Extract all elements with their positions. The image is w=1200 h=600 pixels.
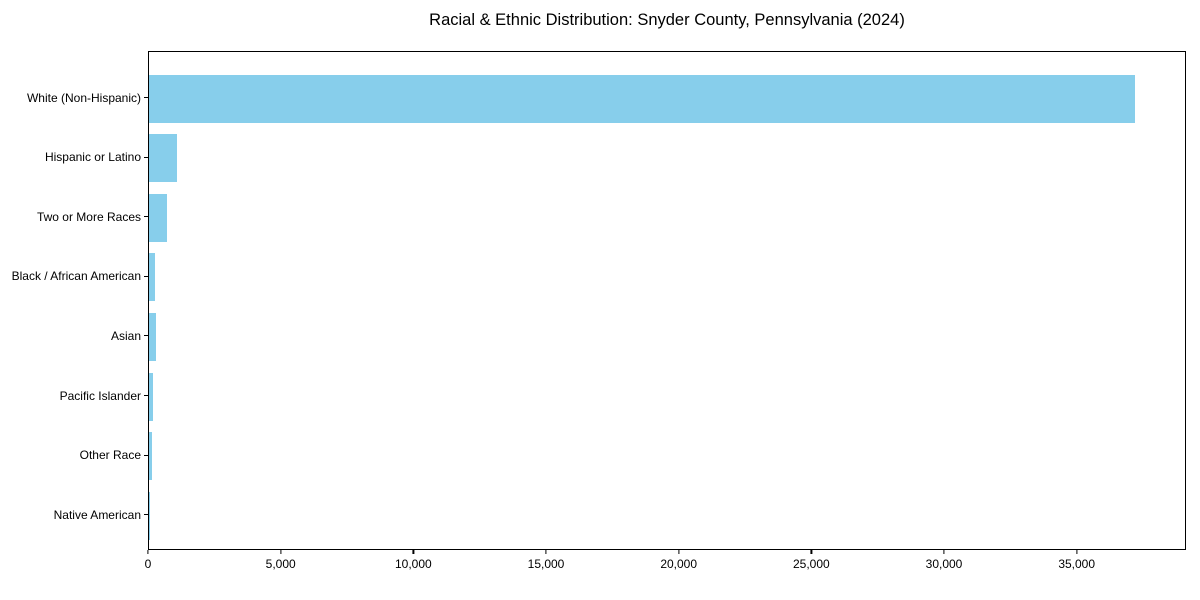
y-tick-mark bbox=[144, 156, 148, 158]
y-tick-mark bbox=[144, 394, 148, 397]
plot-area bbox=[148, 51, 1186, 550]
x-tick-label: 30,000 bbox=[925, 557, 963, 571]
x-tick-label: 35,000 bbox=[1058, 557, 1096, 571]
x-tick-label: 5,000 bbox=[265, 557, 296, 571]
y-tick-label: White (Non-Hispanic) bbox=[26, 90, 141, 105]
bar-white-non-hispanic bbox=[149, 74, 1136, 123]
x-tick-mark bbox=[280, 550, 282, 554]
y-tick-label: Black / African American bbox=[11, 269, 141, 284]
bar-native-american bbox=[149, 491, 150, 540]
x-tick-mark bbox=[810, 550, 812, 554]
y-tick-mark bbox=[144, 335, 148, 337]
bar-pacific-islander bbox=[149, 372, 154, 421]
x-tick-label: 0 bbox=[144, 557, 152, 571]
bar-two-or-more-races bbox=[149, 193, 168, 242]
x-tick-mark bbox=[545, 550, 547, 554]
y-axis: White (Non-Hispanic) Hispanic or Latino Tw… bbox=[0, 51, 148, 550]
bar-black-african-american bbox=[149, 253, 156, 302]
x-axis: 0 5,000 10,000 15,000 20,000 25,000 30,000 35,0… bbox=[144, 550, 1186, 580]
y-tick-label: Pacific Islander bbox=[59, 388, 141, 403]
y-tick-label: Asian bbox=[110, 328, 141, 343]
y-tick-mark bbox=[144, 96, 148, 99]
chart-title: Racial & Ethnic Distribution: Snyder Cou… bbox=[429, 11, 905, 29]
x-tick-label: 15,000 bbox=[527, 557, 565, 571]
bar-asian bbox=[149, 312, 157, 361]
x-tick-label: 10,000 bbox=[394, 557, 432, 571]
y-tick-mark bbox=[144, 216, 148, 218]
y-tick-label: Hispanic or Latino bbox=[44, 150, 141, 165]
y-tick-mark bbox=[144, 514, 148, 516]
x-tick-mark bbox=[147, 550, 149, 554]
bar-hispanic-or-latino bbox=[149, 134, 177, 183]
x-tick-mark bbox=[943, 550, 945, 554]
y-tick-label: Native American bbox=[53, 507, 141, 522]
x-tick-mark bbox=[678, 550, 680, 554]
x-tick-label: 20,000 bbox=[660, 557, 698, 571]
bar-other-race bbox=[149, 432, 152, 481]
y-tick-mark bbox=[144, 275, 148, 277]
y-tick-label: Two or More Races bbox=[36, 209, 141, 224]
y-tick-label: Other Race bbox=[79, 448, 141, 463]
x-tick-mark bbox=[412, 550, 414, 554]
x-tick-mark bbox=[1076, 550, 1078, 554]
y-tick-mark bbox=[144, 454, 148, 456]
x-tick-label: 25,000 bbox=[792, 557, 830, 571]
